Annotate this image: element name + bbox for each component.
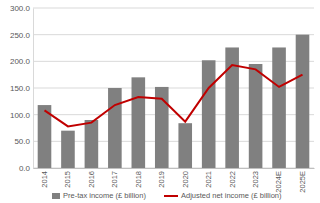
y-tick-label: 250.0 (10, 31, 31, 40)
bar (178, 123, 192, 168)
bar (108, 88, 122, 168)
y-tick: 0.0 (19, 164, 33, 173)
grid-line (33, 61, 314, 62)
marks (38, 35, 310, 168)
x-tick: 2020 (181, 168, 190, 188)
bar (132, 77, 146, 168)
grid-line (33, 34, 314, 35)
y-tick: 50.0 (14, 137, 33, 146)
legend-item: Pre-tax income (£ billion) (52, 191, 146, 200)
x-tick-label: 2019 (157, 171, 166, 188)
x-tick-label: 2014 (40, 171, 49, 188)
legend-label: Adjusted net income (£ billion) (181, 191, 282, 200)
grid-line (33, 8, 314, 9)
grid-line (33, 114, 314, 115)
bar (249, 64, 263, 168)
bar (61, 131, 75, 168)
x-tick: 2024E (274, 168, 283, 193)
x-tick: 2021 (204, 168, 213, 188)
y-tick: 150.0 (10, 84, 33, 93)
x-tick: 2018 (134, 168, 143, 188)
chart: 0.0 50.0 100.0 150.0 200.0 250.0 300.0 2014 2015… (0, 0, 320, 203)
bar-series (38, 35, 310, 168)
grid (33, 8, 314, 168)
y-tick-label: 50.0 (14, 137, 30, 146)
y-tick-label: 0.0 (19, 164, 31, 173)
bar (85, 120, 99, 168)
x-tick-label: 2017 (110, 171, 119, 188)
legend-label: Pre-tax income (£ billion) (63, 191, 146, 200)
x-tick: 2015 (63, 168, 72, 188)
x-tick: 2023 (251, 168, 260, 188)
y-tick-label: 100.0 (10, 111, 31, 120)
x-tick: 2022 (228, 168, 237, 188)
plot-area: 0.0 50.0 100.0 150.0 200.0 250.0 300.0 2014 2015… (10, 4, 315, 193)
line (44, 65, 302, 126)
grid-line (33, 168, 314, 169)
x-axis: 2014 2015 2016 2017 2018 2019 2020 2021 2022 2023… (34, 168, 315, 193)
grid-line (33, 141, 314, 142)
x-tick-label: 2023 (251, 171, 260, 188)
legend-swatch (164, 195, 178, 197)
y-tick-label: 200.0 (10, 57, 31, 66)
bar (272, 47, 286, 168)
x-tick-label: 2022 (228, 171, 237, 188)
x-axis-line (34, 168, 315, 169)
x-tick: 2014 (40, 168, 49, 188)
x-tick: 2019 (157, 168, 166, 188)
y-axis: 0.0 50.0 100.0 150.0 200.0 250.0 300.0 (10, 4, 34, 173)
x-tick: 2017 (110, 168, 119, 188)
x-tick-label: 2025E (298, 171, 307, 193)
x-tick: 2025E (298, 168, 307, 193)
x-tick-label: 2018 (134, 171, 143, 188)
bar (202, 60, 216, 168)
legend: Pre-tax income (£ billion) Adjusted net i… (52, 191, 282, 200)
y-tick: 100.0 (10, 111, 33, 120)
bar (296, 35, 310, 168)
x-tick-label: 2020 (181, 171, 190, 188)
y-tick: 200.0 (10, 57, 33, 66)
y-tick: 250.0 (10, 31, 33, 40)
legend-item: Adjusted net income (£ billion) (164, 191, 282, 200)
x-tick-label: 2021 (204, 171, 213, 188)
y-axis-line (33, 9, 34, 169)
x-tick: 2016 (87, 168, 96, 188)
y-tick-label: 150.0 (10, 84, 31, 93)
legend-swatch (52, 193, 60, 199)
grid-line (33, 88, 314, 89)
x-tick-label: 2016 (87, 171, 96, 188)
y-tick-label: 300.0 (10, 4, 31, 13)
y-tick: 300.0 (10, 4, 33, 13)
x-tick-label: 2015 (63, 171, 72, 188)
x-tick-label: 2024E (274, 171, 283, 193)
